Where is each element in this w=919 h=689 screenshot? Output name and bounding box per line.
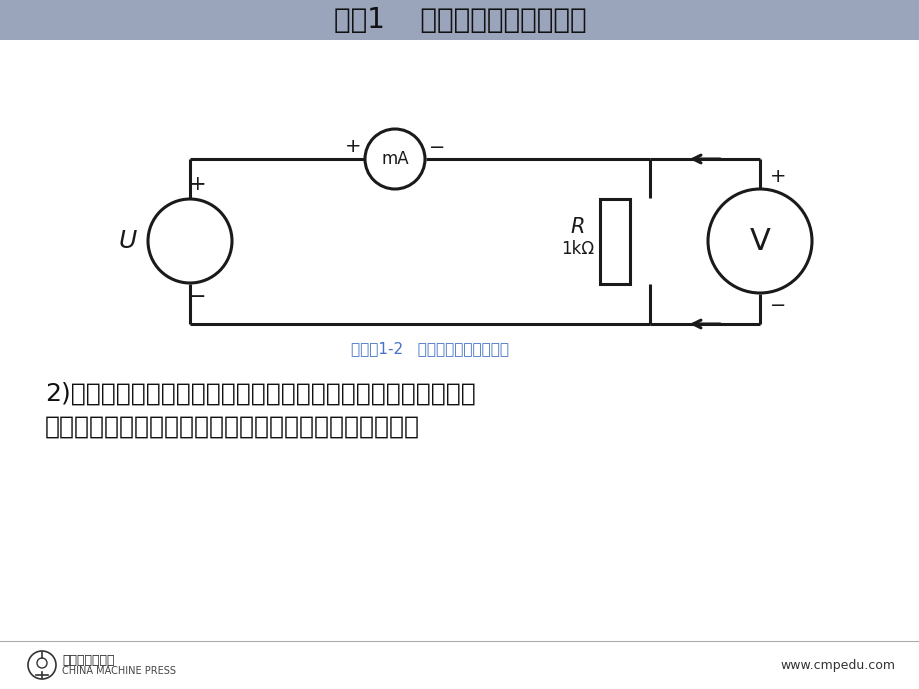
Text: U: U bbox=[119, 229, 137, 253]
Text: R: R bbox=[570, 217, 584, 237]
Text: 实验1    电路元件伏安特性测绘: 实验1 电路元件伏安特性测绘 bbox=[334, 6, 585, 34]
Text: V: V bbox=[749, 227, 769, 256]
Text: −: − bbox=[189, 287, 207, 307]
Text: www.cmpedu.com: www.cmpedu.com bbox=[779, 659, 894, 672]
Text: CHINA MACHINE PRESS: CHINA MACHINE PRESS bbox=[62, 666, 176, 676]
Text: +: + bbox=[769, 167, 786, 185]
Text: 机械工业出版社: 机械工业出版社 bbox=[62, 653, 114, 666]
Text: +: + bbox=[345, 138, 361, 156]
Text: +: + bbox=[189, 176, 207, 194]
Text: 1kΩ: 1kΩ bbox=[561, 240, 594, 258]
Text: 2)一般的白炽灯在工作时灯丝处于高温状态，其灯丝电阻随着温: 2)一般的白炽灯在工作时灯丝处于高温状态，其灯丝电阻随着温 bbox=[45, 382, 475, 406]
Text: mA: mA bbox=[380, 150, 408, 168]
Text: 度的升高而增大，通过白炽灯的电流越大，其温度越高，: 度的升高而增大，通过白炽灯的电流越大，其温度越高， bbox=[45, 415, 420, 439]
Text: −: − bbox=[769, 296, 786, 316]
Bar bbox=[599, 198, 630, 283]
Text: −: − bbox=[428, 138, 445, 156]
Text: 实验图1-2   电阻伏安特性测试电路: 实验图1-2 电阻伏安特性测试电路 bbox=[351, 342, 508, 356]
Bar bbox=[0, 0, 919, 40]
